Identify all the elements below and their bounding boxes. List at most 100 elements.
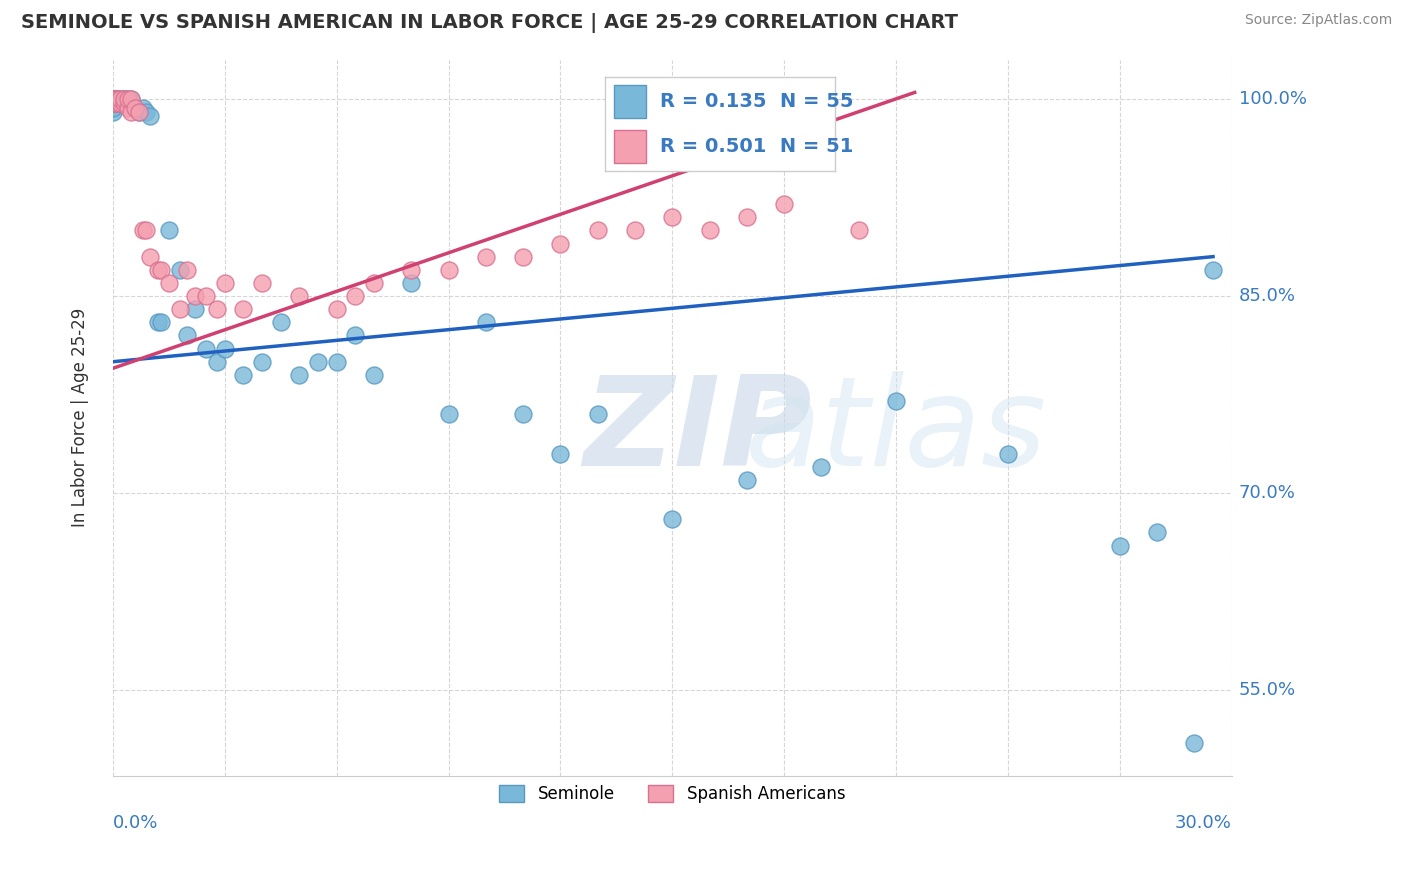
- Point: [288, 368, 311, 382]
- Point: [810, 459, 832, 474]
- Point: [232, 302, 254, 317]
- Point: [101, 92, 124, 106]
- Point: [169, 262, 191, 277]
- Point: [399, 276, 422, 290]
- Point: [110, 92, 132, 106]
- Point: [121, 92, 143, 106]
- Text: atlas: atlas: [745, 371, 1047, 492]
- Point: [101, 95, 124, 110]
- Point: [437, 407, 460, 421]
- Point: [184, 302, 207, 317]
- Point: [128, 105, 150, 120]
- Point: [325, 355, 347, 369]
- Point: [550, 236, 572, 251]
- Point: [121, 105, 143, 120]
- Text: 100.0%: 100.0%: [1239, 90, 1306, 108]
- Point: [135, 105, 157, 120]
- Text: 30.0%: 30.0%: [1175, 814, 1232, 832]
- Point: [139, 109, 162, 123]
- Point: [184, 289, 207, 303]
- Point: [101, 95, 124, 110]
- Point: [105, 95, 128, 110]
- Point: [214, 342, 236, 356]
- Point: [101, 92, 124, 106]
- Point: [363, 276, 385, 290]
- Point: [112, 92, 135, 106]
- Point: [101, 92, 124, 106]
- Point: [105, 92, 128, 106]
- Point: [117, 92, 139, 106]
- Point: [307, 355, 329, 369]
- Point: [214, 276, 236, 290]
- Point: [586, 223, 609, 237]
- Text: 0.0%: 0.0%: [112, 814, 159, 832]
- Point: [848, 223, 870, 237]
- Point: [735, 211, 758, 225]
- Point: [112, 95, 135, 110]
- Legend: Seminole, Spanish Americans: Seminole, Spanish Americans: [492, 779, 852, 810]
- Point: [997, 447, 1019, 461]
- Point: [131, 223, 153, 237]
- Point: [112, 92, 135, 106]
- Point: [112, 92, 135, 106]
- Point: [735, 473, 758, 487]
- Point: [176, 262, 198, 277]
- Point: [475, 250, 498, 264]
- Point: [101, 92, 124, 106]
- Point: [150, 315, 173, 329]
- Point: [128, 105, 150, 120]
- Point: [195, 342, 218, 356]
- Text: 70.0%: 70.0%: [1239, 484, 1295, 502]
- Point: [250, 355, 273, 369]
- Point: [512, 407, 534, 421]
- Text: SEMINOLE VS SPANISH AMERICAN IN LABOR FORCE | AGE 25-29 CORRELATION CHART: SEMINOLE VS SPANISH AMERICAN IN LABOR FO…: [21, 13, 957, 33]
- Point: [344, 289, 367, 303]
- Point: [117, 92, 139, 106]
- Point: [101, 101, 124, 115]
- Point: [288, 289, 311, 303]
- Point: [131, 101, 153, 115]
- Point: [250, 276, 273, 290]
- Point: [146, 315, 169, 329]
- Point: [550, 447, 572, 461]
- Point: [105, 95, 128, 110]
- Point: [105, 92, 128, 106]
- Point: [1108, 539, 1130, 553]
- Point: [1184, 736, 1206, 750]
- Point: [105, 92, 128, 106]
- Point: [207, 302, 229, 317]
- Point: [101, 105, 124, 120]
- Y-axis label: In Labor Force | Age 25-29: In Labor Force | Age 25-29: [72, 308, 89, 527]
- Point: [124, 101, 146, 115]
- Point: [195, 289, 218, 303]
- Point: [101, 92, 124, 106]
- Point: [475, 315, 498, 329]
- Point: [884, 394, 907, 409]
- Point: [1146, 525, 1168, 540]
- Point: [101, 92, 124, 106]
- Text: ZIP: ZIP: [582, 371, 811, 492]
- Point: [146, 262, 169, 277]
- Point: [135, 223, 157, 237]
- Text: 85.0%: 85.0%: [1239, 287, 1296, 305]
- Point: [699, 223, 721, 237]
- Point: [232, 368, 254, 382]
- Point: [112, 95, 135, 110]
- Point: [124, 101, 146, 115]
- Point: [139, 250, 162, 264]
- Point: [117, 95, 139, 110]
- Point: [101, 92, 124, 106]
- Point: [437, 262, 460, 277]
- Point: [176, 328, 198, 343]
- Point: [773, 197, 796, 211]
- Point: [325, 302, 347, 317]
- Point: [150, 262, 173, 277]
- Point: [110, 95, 132, 110]
- Point: [344, 328, 367, 343]
- Point: [157, 276, 180, 290]
- Point: [661, 211, 683, 225]
- Point: [512, 250, 534, 264]
- Point: [1202, 262, 1225, 277]
- Point: [399, 262, 422, 277]
- Point: [101, 95, 124, 110]
